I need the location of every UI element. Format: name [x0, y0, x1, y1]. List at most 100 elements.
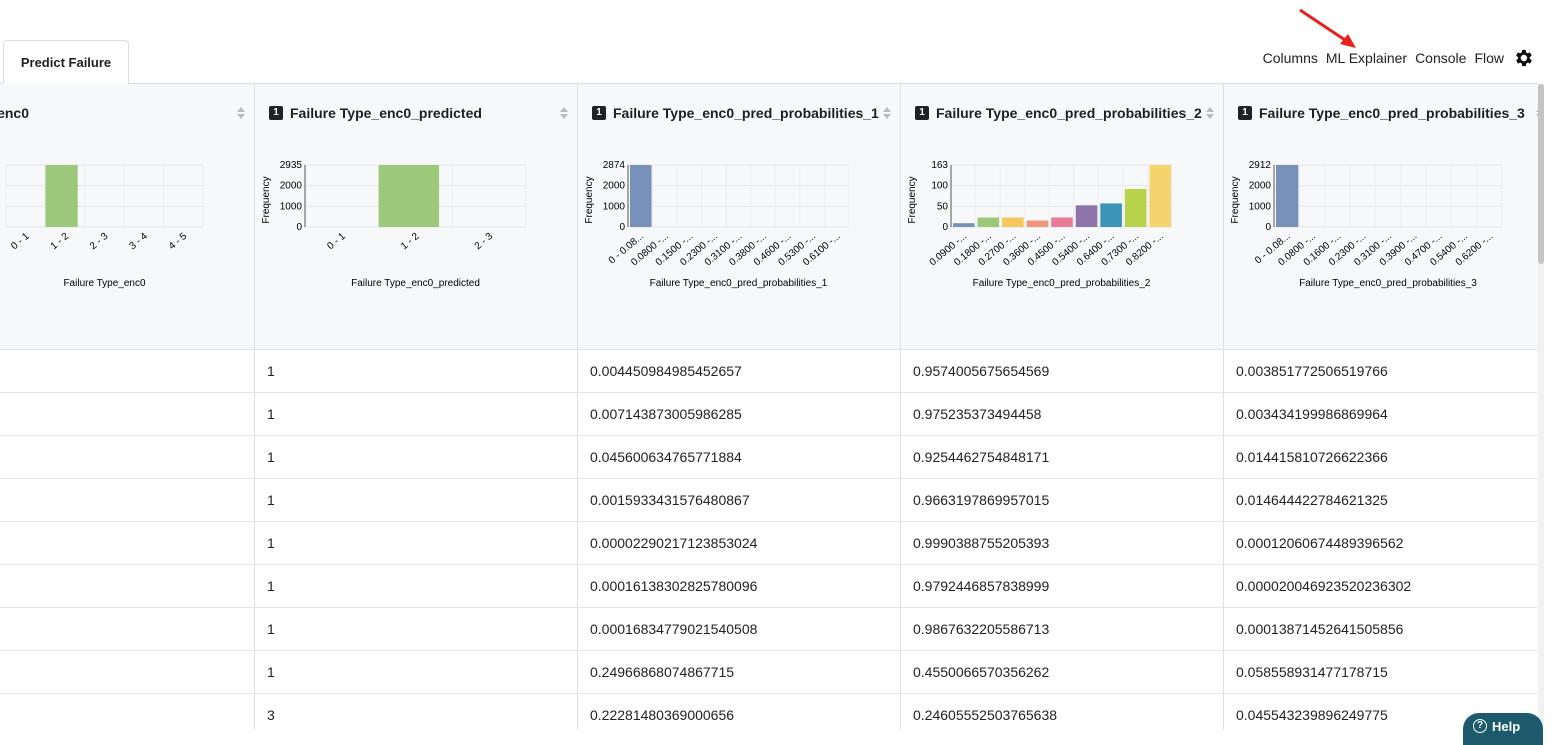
table-cell[interactable]	[0, 565, 254, 608]
table-cell[interactable]: 0.014415810726622366	[1224, 436, 1538, 479]
table-cell[interactable]: 1	[255, 436, 577, 479]
table-cell[interactable]: 0.24605552503765638	[901, 694, 1223, 730]
table-cell[interactable]	[0, 522, 254, 565]
table-cell[interactable]: 0.9663197869957015	[901, 479, 1223, 522]
table-cell[interactable]: 1	[255, 608, 577, 651]
table-cell[interactable]: 0.9867632205586713	[901, 608, 1223, 651]
scrollbar-thumb[interactable]	[1538, 84, 1544, 264]
x-tick-label: 4 - 5	[167, 231, 190, 253]
table-cell[interactable]: 0.00016138302825780096	[578, 565, 900, 608]
table-cell[interactable]	[0, 608, 254, 651]
table-cell[interactable]: 0.007143873005986285	[578, 393, 900, 436]
table-cell[interactable]: 0.045600634765771884	[578, 436, 900, 479]
help-icon: ?	[1473, 719, 1487, 733]
table-cell[interactable]: 1	[255, 350, 577, 393]
sort-icon[interactable]	[882, 106, 892, 120]
column-title[interactable]: 1 Failure Type_enc0_predicted	[269, 105, 482, 121]
column-type-badge: 1	[269, 106, 283, 120]
column-4: 1 Failure Type_enc0_pred_probabilities_3 2…	[1224, 84, 1538, 730]
table-cell[interactable]: 1	[255, 651, 577, 694]
column-2: 1 Failure Type_enc0_pred_probabilities_1 2…	[578, 84, 901, 730]
table-cell[interactable]: 0.000020046923520236302	[1224, 565, 1538, 608]
column-header[interactable]: 1 Failure Type_enc0_pred_probabilities_3 2…	[1224, 84, 1538, 350]
table-cell[interactable]: 0.00013871452641505856	[1224, 608, 1538, 651]
table-cell[interactable]: 0.0015933431576480867	[578, 479, 900, 522]
table-cell[interactable]: 0.00012060674489396562	[1224, 522, 1538, 565]
table-cell[interactable]: 0.9574005675654569	[901, 350, 1223, 393]
table-cell[interactable]: 0.004450984985452657	[578, 350, 900, 393]
table-cell[interactable]	[0, 350, 254, 393]
x-axis-label: Failure Type_enc0	[63, 278, 146, 289]
y-tick-label: 0	[1265, 222, 1271, 233]
help-button[interactable]: ? Help	[1463, 713, 1543, 745]
column-header[interactable]: 1 Failure Type_enc0_pred_probabilities_1 2…	[578, 84, 900, 350]
column-title[interactable]: e Type_enc0	[0, 105, 29, 121]
column-header[interactable]: 1 Failure Type_enc0_pred_probabilities_2 1…	[901, 84, 1223, 350]
column-title[interactable]: 1 Failure Type_enc0_pred_probabilities_3	[1238, 105, 1525, 121]
histogram-bar	[45, 165, 78, 227]
table-cell[interactable]: 0.24966868074867715	[578, 651, 900, 694]
console-link[interactable]: Console	[1415, 50, 1467, 66]
sort-icon[interactable]	[559, 106, 569, 120]
columns-link[interactable]: Columns	[1262, 50, 1318, 66]
histogram-bar	[977, 217, 1000, 227]
table-cell[interactable]: 3	[255, 694, 577, 730]
y-tick-label: 100	[931, 181, 948, 192]
table-cell[interactable]: 0.22281480369000656	[578, 694, 900, 730]
column-type-badge: 1	[592, 106, 606, 120]
y-tick-label: 1000	[280, 201, 303, 212]
x-tick-label: 3 - 4	[127, 231, 150, 253]
flow-link[interactable]: Flow	[1474, 50, 1504, 66]
table-cell[interactable]: 0.045543239896249775	[1224, 694, 1538, 730]
table-cell[interactable]	[0, 651, 254, 694]
table-cell[interactable]	[0, 436, 254, 479]
sort-icon[interactable]	[1535, 106, 1538, 120]
table-cell[interactable]	[0, 694, 254, 730]
table-cell[interactable]: 0.003434199986869964	[1224, 393, 1538, 436]
table-cell[interactable]: 0.9792446857838999	[901, 565, 1223, 608]
table-cell[interactable]: 1	[255, 565, 577, 608]
y-tick-label: 2000	[1249, 181, 1272, 192]
x-axis-label: Failure Type_enc0_pred_probabilities_1	[650, 278, 828, 289]
column-type-badge: 1	[915, 106, 929, 120]
tab-predict-failure[interactable]: Predict Failure	[3, 40, 129, 84]
table-cell[interactable]: 0.003851772506519766	[1224, 350, 1538, 393]
histogram-bar	[1276, 165, 1299, 227]
histogram-bar	[1051, 217, 1073, 227]
column-header[interactable]: 1 Failure Type_enc0_predicted 2935 2000 1000…	[255, 84, 577, 350]
histogram-bar	[1026, 220, 1049, 227]
column-header[interactable]: e Type_enc0 0 - 1 1 - 2 2 - 3 3 - 4 4 - 5 Fail…	[0, 84, 254, 350]
table-cell[interactable]: 0.058558931477178715	[1224, 651, 1538, 694]
sort-icon[interactable]	[1205, 106, 1215, 120]
x-tick-label: 2 - 3	[473, 231, 496, 253]
gear-icon[interactable]	[1512, 47, 1534, 69]
table-cell[interactable]: 0.975235373494458	[901, 393, 1223, 436]
column-title[interactable]: 1 Failure Type_enc0_pred_probabilities_1	[592, 105, 879, 121]
table-cell[interactable]: 0.9254462754848171	[901, 436, 1223, 479]
histogram-chart: 2935 2000 1000 0 Frequency 0 - 1 1 - 2 2 - 3 Fai…	[261, 160, 527, 289]
table-cell[interactable]	[0, 479, 254, 522]
table-cell[interactable]: 1	[255, 393, 577, 436]
y-tick-label: 1000	[603, 201, 626, 212]
column-type-badge: 1	[1238, 106, 1252, 120]
table-cell[interactable]: 0.4550066570356262	[901, 651, 1223, 694]
y-axis-label: Frequency	[261, 176, 272, 223]
table-cell[interactable]: 0.00002290217123853024	[578, 522, 900, 565]
histogram-bar	[1075, 205, 1098, 227]
sort-icon[interactable]	[236, 106, 246, 120]
ml-explainer-link[interactable]: ML Explainer	[1325, 50, 1408, 66]
y-tick-label: 1000	[1249, 201, 1272, 212]
red-arrow-icon	[1299, 8, 1356, 48]
vertical-scrollbar[interactable]	[1538, 84, 1544, 729]
histogram-bar	[1124, 188, 1147, 227]
table-cell[interactable]: 0.014644422784621325	[1224, 479, 1538, 522]
table-cell[interactable]: 0.9990388755205393	[901, 522, 1223, 565]
table-cell[interactable]	[0, 393, 254, 436]
table-cell[interactable]: 1	[255, 522, 577, 565]
table-cell[interactable]: 1	[255, 479, 577, 522]
y-tick-label: 0	[296, 222, 302, 233]
column-title[interactable]: 1 Failure Type_enc0_pred_probabilities_2	[915, 105, 1202, 121]
y-axis-label: Frequency	[907, 176, 918, 223]
table-cell[interactable]: 0.00016834779021540508	[578, 608, 900, 651]
